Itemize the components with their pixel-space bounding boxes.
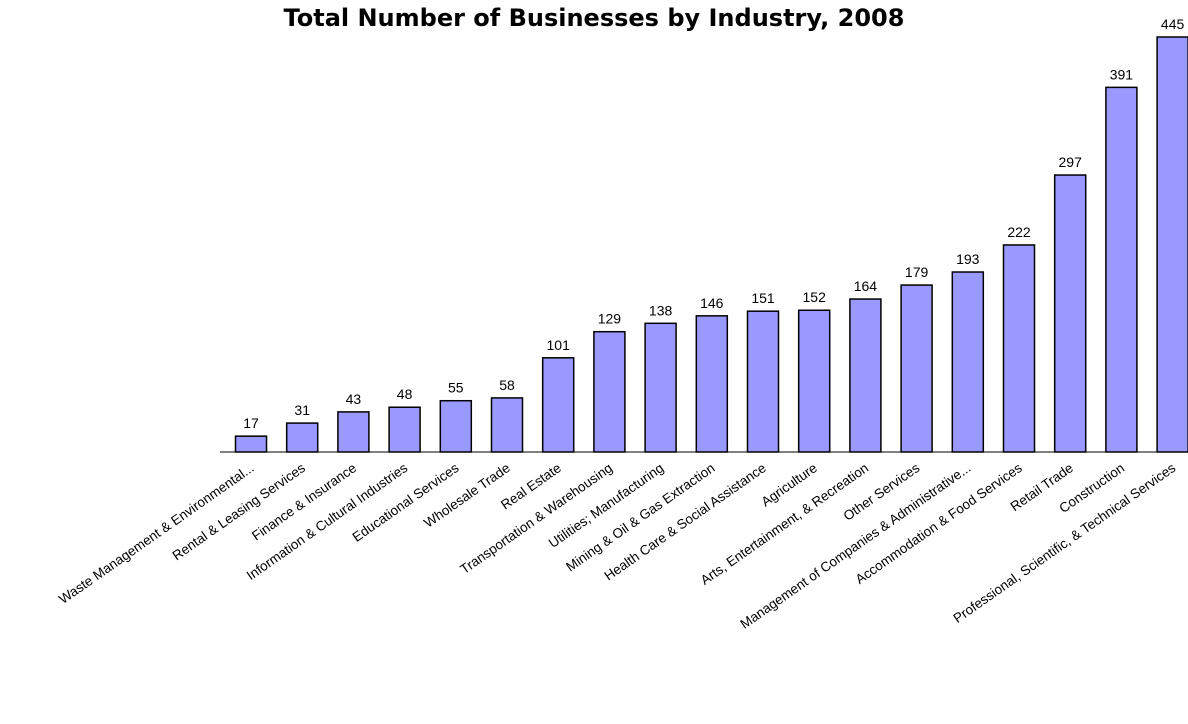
data-label: 48	[397, 386, 413, 402]
x-tick-label: Waste Management & Environmental...	[56, 460, 257, 607]
data-label: 31	[294, 402, 310, 418]
bar	[1156, 36, 1188, 453]
data-label: 146	[700, 295, 724, 311]
bar	[746, 310, 780, 453]
data-label: 222	[1007, 224, 1031, 240]
bar	[388, 406, 421, 453]
data-label: 101	[547, 337, 571, 353]
x-tick-label: Wholesale Trade	[421, 460, 513, 530]
tick-labels-layer: Waste Management & Environmental...Renta…	[56, 460, 1178, 632]
bar	[439, 399, 473, 453]
bar	[490, 397, 524, 453]
data-label: 193	[956, 251, 980, 267]
data-label: 179	[905, 264, 929, 280]
bar	[797, 309, 831, 453]
bar	[1053, 174, 1087, 453]
data-label: 297	[1059, 154, 1083, 170]
bar	[285, 422, 319, 453]
data-label: 152	[803, 289, 827, 305]
data-label: 164	[854, 278, 878, 294]
bar	[1002, 244, 1036, 453]
data-labels-layer: 17 31 43 48 55 58 101 129 138 146 151 152 164 179 193 2…	[243, 16, 1184, 431]
data-label: 138	[649, 302, 673, 318]
bar	[849, 298, 882, 453]
bar	[593, 330, 626, 453]
data-label: 55	[448, 380, 464, 396]
data-label: 391	[1110, 66, 1134, 82]
data-label: 43	[346, 391, 362, 407]
data-label: 445	[1161, 16, 1185, 32]
data-label: 129	[598, 311, 622, 327]
data-label: 151	[751, 290, 775, 306]
bar	[951, 271, 985, 453]
bar	[695, 315, 729, 453]
data-label: 17	[243, 415, 259, 431]
chart-title: Total Number of Businesses by Industry, …	[283, 4, 905, 32]
data-label: 58	[499, 377, 515, 393]
bar	[541, 357, 575, 453]
bar	[1105, 86, 1138, 453]
bar	[234, 435, 268, 453]
bars-layer	[234, 36, 1188, 453]
bar	[337, 411, 370, 453]
bar	[644, 322, 677, 453]
bar	[900, 284, 933, 453]
